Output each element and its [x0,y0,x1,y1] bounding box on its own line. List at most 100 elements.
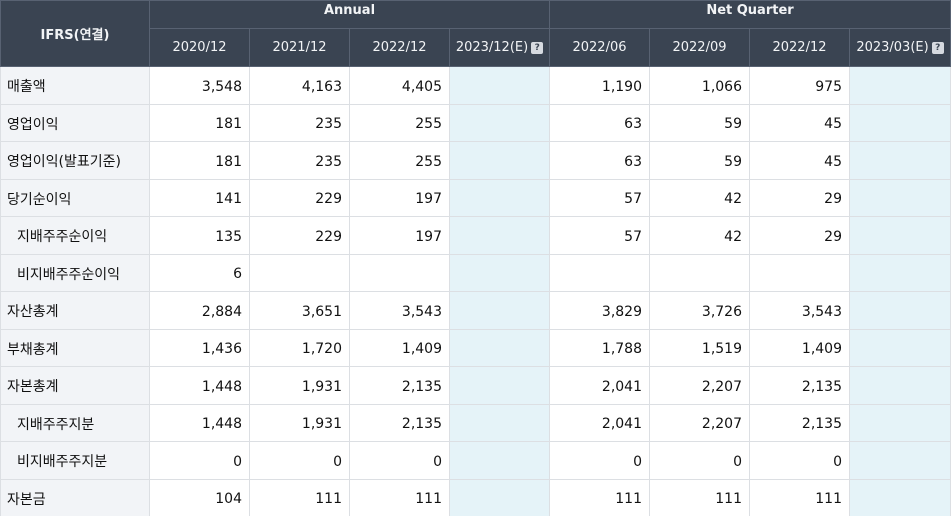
row-label: 당기순이익 [0,178,150,217]
row-label: 비지배주주지분 [0,441,150,480]
table-cell: 45 [749,141,850,180]
table-cell [849,441,951,480]
table-cell [449,216,550,255]
period-label: 2022/12 [772,40,827,55]
table-cell: 111 [749,478,850,516]
table-cell [649,253,750,292]
table-cell: 2,041 [549,403,650,442]
row-label: 비지배주주순이익 [0,253,150,292]
table-cell: 181 [149,141,250,180]
table-cell: 1,409 [349,328,450,367]
table-row: 비지배주주순이익 6 [0,253,951,292]
table-cell [849,328,951,367]
period-header: 2020/12 [149,28,250,67]
table-cell: 2,135 [749,366,850,405]
table-cell [849,478,951,516]
table-cell: 1,931 [249,366,350,405]
table-cell: 4,405 [349,66,450,105]
period-label: 2022/09 [672,40,727,55]
table-cell: 235 [249,141,350,180]
period-header: 2022/09 [649,28,750,67]
table-cell: 1,409 [749,328,850,367]
period-label: 2022/06 [572,40,627,55]
table-cell: 57 [549,178,650,217]
table-cell: 3,543 [749,291,850,330]
row-label: 자산총계 [0,291,150,330]
help-icon[interactable]: ? [531,42,544,54]
table-cell: 29 [749,216,850,255]
table-cell [449,253,550,292]
period-header: 2021/12 [249,28,350,67]
table-cell: 2,041 [549,366,650,405]
table-row: 부채총계 1,436 1,720 1,409 1,788 1,519 1,409 [0,328,951,367]
table-cell: 4,163 [249,66,350,105]
table-cell: 59 [649,141,750,180]
table-cell [849,291,951,330]
table-cell: 1,720 [249,328,350,367]
quarter-group-header: Net Quarter [549,0,951,29]
table-row: 지배주주지분 1,448 1,931 2,135 2,041 2,207 2,135 [0,403,951,442]
table-cell [449,178,550,217]
table-cell: 1,448 [149,366,250,405]
period-header-estimate: 2023/03(E)? [849,28,951,67]
table-cell: 2,135 [749,403,850,442]
table-cell: 63 [549,141,650,180]
table-row: 자본금 104 111 111 111 111 111 [0,478,951,516]
table-cell: 3,829 [549,291,650,330]
table-cell [449,478,550,516]
table-cell: 2,884 [149,291,250,330]
table-cell: 42 [649,178,750,217]
table-cell [849,366,951,405]
table-cell [449,141,550,180]
row-label: 자본총계 [0,366,150,405]
table-cell: 181 [149,103,250,142]
table-cell: 0 [649,441,750,480]
table-cell: 197 [349,178,450,217]
table-cell [249,253,350,292]
table-cell: 229 [249,178,350,217]
row-label: 영업이익(발표기준) [0,141,150,180]
table-cell: 2,135 [349,366,450,405]
table-cell: 111 [649,478,750,516]
table-cell: 2,135 [349,403,450,442]
table-cell: 59 [649,103,750,142]
table-row: 영업이익(발표기준) 181 235 255 63 59 45 [0,141,951,180]
period-label: 2020/12 [172,40,227,55]
table-cell: 1,436 [149,328,250,367]
table-cell: 57 [549,216,650,255]
table-cell: 2,207 [649,403,750,442]
table-row: 비지배주주지분 0 0 0 0 0 0 [0,441,951,480]
table-cell [849,178,951,217]
table-cell: 975 [749,66,850,105]
table-cell [449,366,550,405]
table-cell: 42 [649,216,750,255]
table-cell: 3,726 [649,291,750,330]
table-cell: 0 [149,441,250,480]
table-header: IFRS(연결) Annual Net Quarter 2020/12 2021… [0,0,951,67]
table-cell: 0 [549,441,650,480]
table-row: 매출액 3,548 4,163 4,405 1,190 1,066 975 [0,66,951,105]
table-cell [449,291,550,330]
table-cell: 111 [249,478,350,516]
table-cell [849,253,951,292]
table-cell: 235 [249,103,350,142]
row-label: 부채총계 [0,328,150,367]
table-cell: 111 [349,478,450,516]
table-cell: 111 [549,478,650,516]
row-label: 영업이익 [0,103,150,142]
row-label: 매출액 [0,66,150,105]
help-icon[interactable]: ? [931,42,944,54]
table-cell [849,66,951,105]
table-cell: 0 [249,441,350,480]
table-body: 매출액 3,548 4,163 4,405 1,190 1,066 975 영업이익 181 23… [0,66,951,516]
table-cell: 135 [149,216,250,255]
table-cell [849,216,951,255]
table-cell [849,141,951,180]
period-label: 2022/12 [372,40,427,55]
table-cell: 3,651 [249,291,350,330]
table-row: 당기순이익 141 229 197 57 42 29 [0,178,951,217]
table-cell: 0 [749,441,850,480]
table-cell [449,403,550,442]
table-cell: 0 [349,441,450,480]
table-cell: 1,519 [649,328,750,367]
